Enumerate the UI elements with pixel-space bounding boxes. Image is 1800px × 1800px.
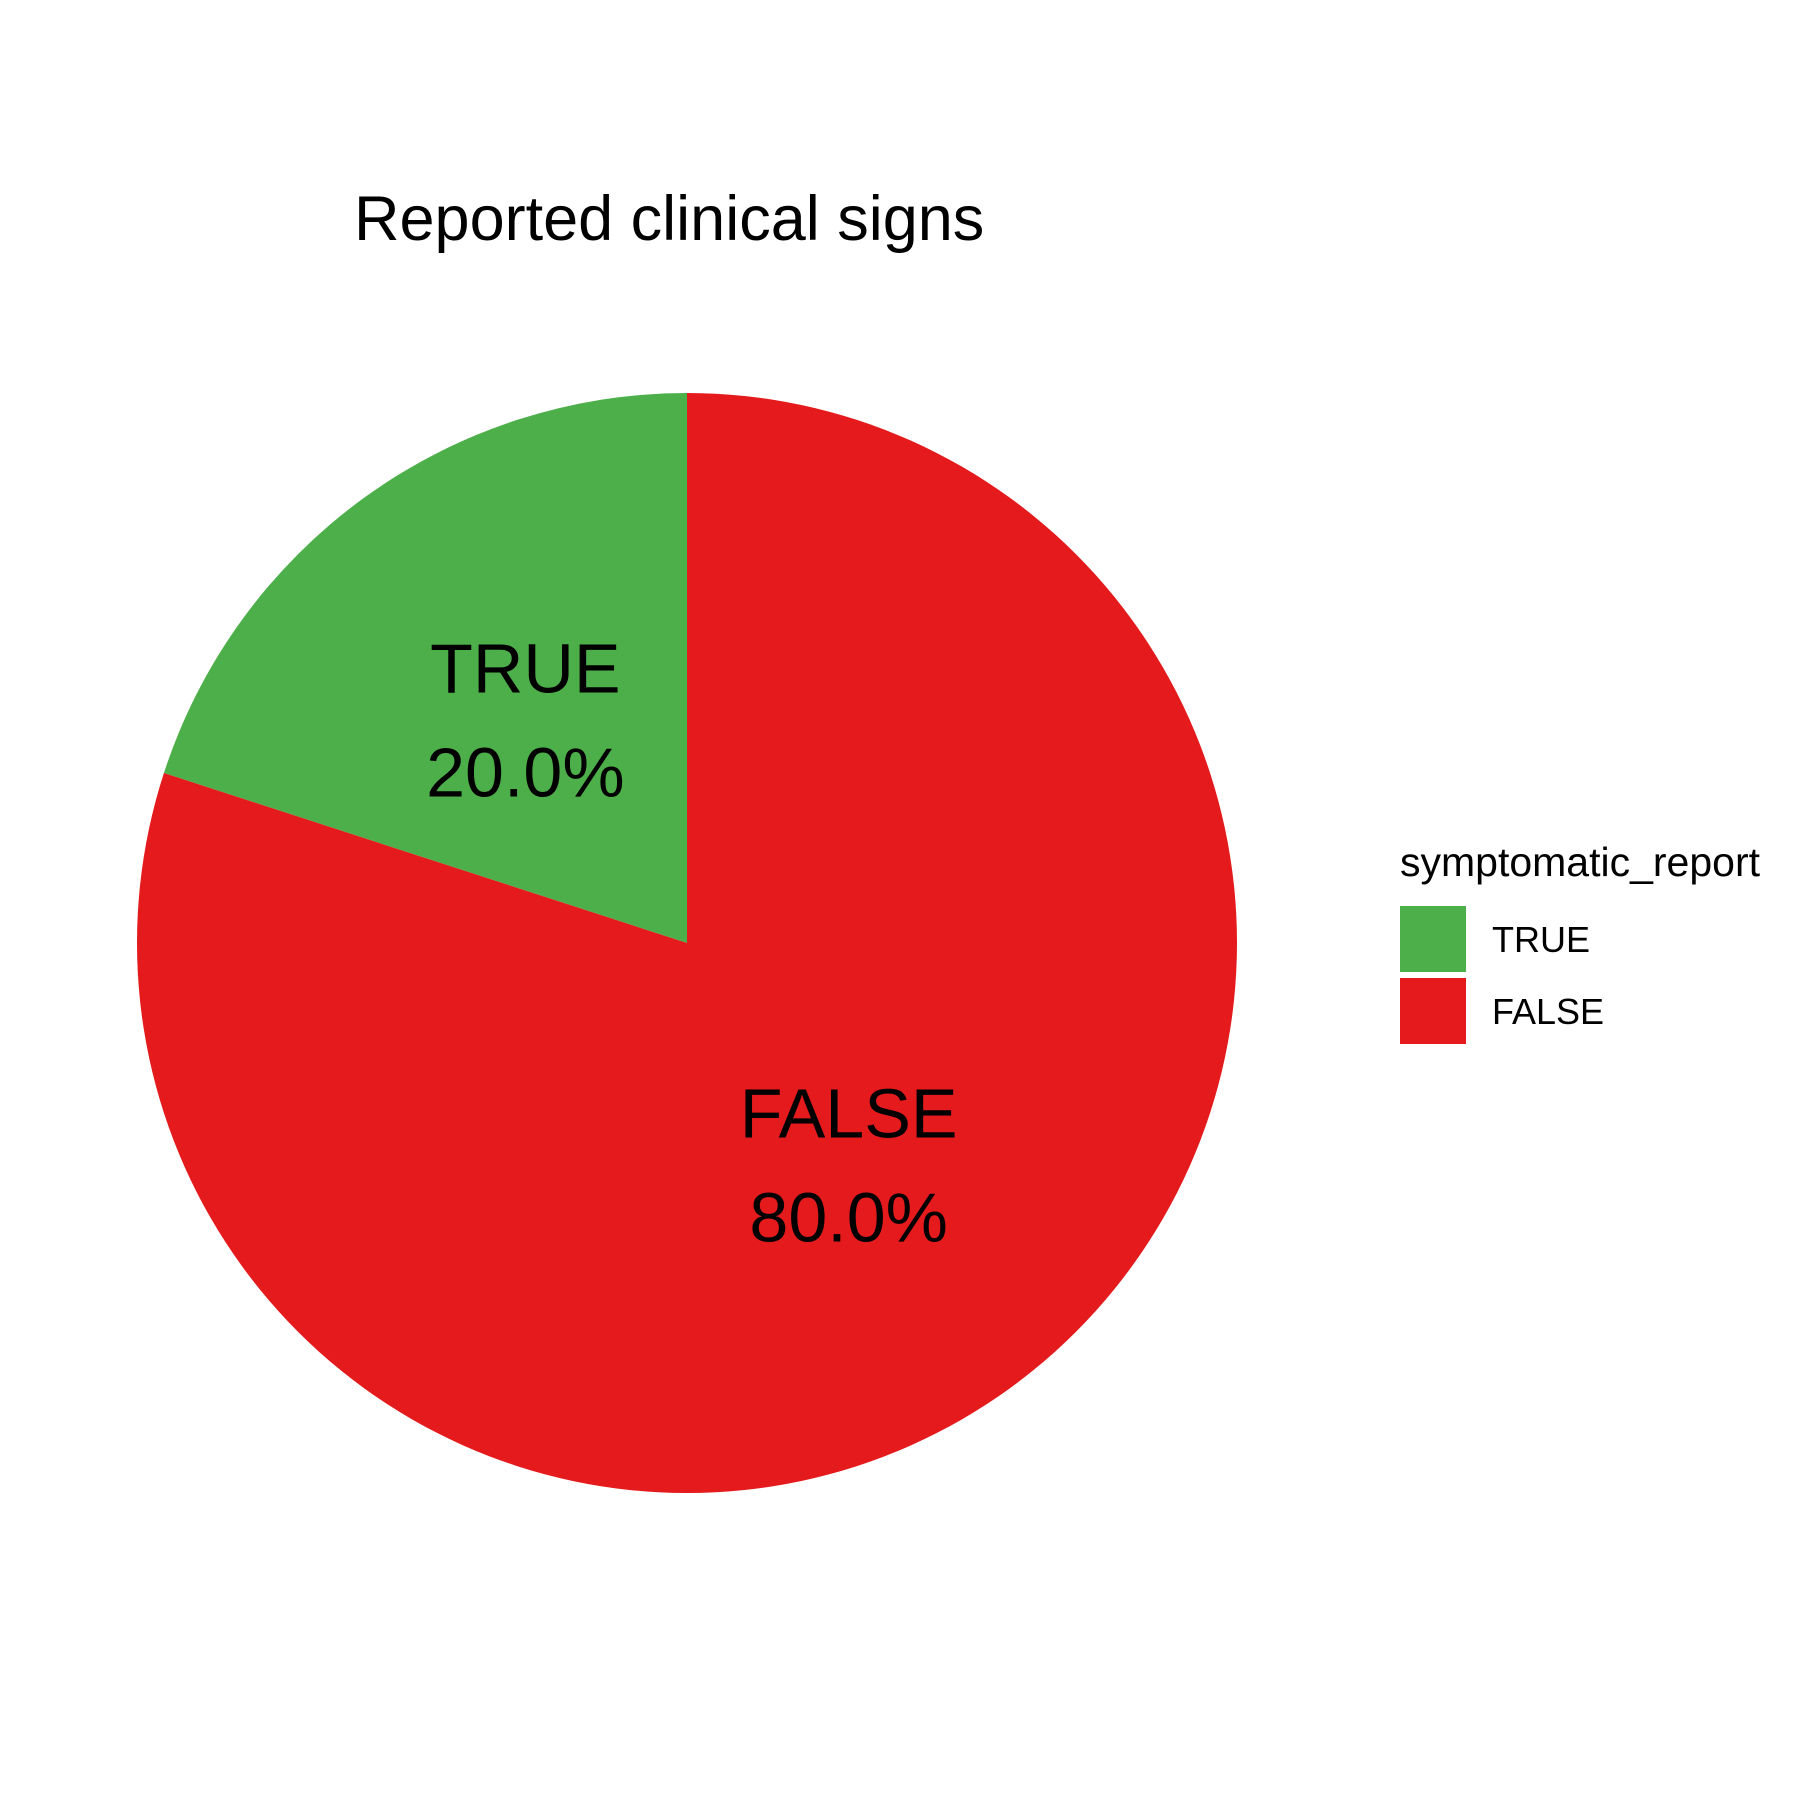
legend-items: TRUE FALSE	[1400, 906, 1604, 1044]
slice-percent-label: 80.0%	[749, 1178, 947, 1256]
legend: symptomatic_report TRUE FALSE	[1400, 839, 1761, 1044]
legend-key-false	[1400, 978, 1466, 1044]
slice-category-label: TRUE	[430, 630, 621, 708]
legend-key-true	[1400, 906, 1466, 972]
pie-slice-true	[163, 393, 687, 943]
legend-label-false: FALSE	[1492, 991, 1604, 1032]
pie-slice-labels: TRUE 20.0% FALSE 80.0%	[426, 630, 957, 1257]
pie-slices	[137, 393, 1238, 1494]
legend-label-true: TRUE	[1492, 919, 1590, 960]
pie-slice-false	[137, 393, 1238, 1494]
legend-title: symptomatic_report	[1400, 839, 1761, 885]
slice-percent-label: 20.0%	[426, 734, 624, 812]
slice-category-label: FALSE	[740, 1074, 958, 1152]
chart-title: Reported clinical signs	[354, 184, 984, 254]
